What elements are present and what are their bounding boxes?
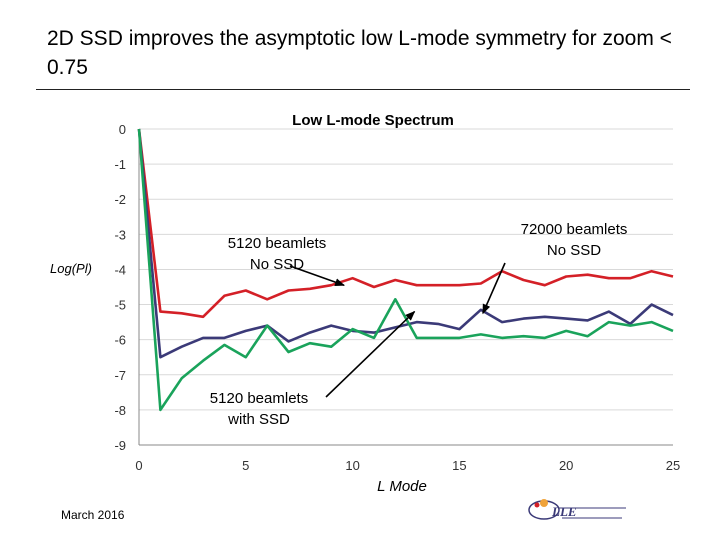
x-axis-label: L Mode [377, 478, 427, 495]
ann-green-label: with SSD [227, 411, 290, 428]
series-line-red [137, 128, 674, 319]
x-tick-label: 5 [242, 458, 249, 473]
y-tick-label: -3 [114, 227, 126, 242]
y-tick-label: -5 [114, 298, 126, 313]
ann-green-arrow [325, 310, 416, 398]
y-tick-label: -4 [114, 262, 126, 277]
ann-red-label: 72000 beamlets [521, 221, 628, 238]
y-tick-label: -8 [114, 403, 126, 418]
title-divider [36, 89, 690, 90]
y-axis-label: Log(Pl) [50, 261, 92, 276]
y-tick-label: -7 [114, 368, 126, 383]
y-tick-label: -2 [114, 192, 126, 207]
x-tick-label: 15 [452, 458, 466, 473]
x-tick-label: 20 [559, 458, 573, 473]
ann-green-label: 5120 beamlets [210, 390, 308, 407]
slide-title: 2D SSD improves the asymptotic low L-mod… [47, 27, 672, 79]
chart-title: Low L-mode Spectrum [292, 112, 454, 129]
y-tick-label: 0 [119, 122, 126, 137]
y-tick-label: -9 [114, 438, 126, 453]
x-tick-label: 25 [666, 458, 680, 473]
lle-logo: LLE [528, 499, 626, 520]
y-tick-label: -1 [114, 157, 126, 172]
ann-navy-label: 5120 beamlets [228, 235, 326, 252]
series-line-navy [137, 128, 674, 359]
ann-navy-arrow [289, 265, 345, 286]
logo-text: LLE [551, 504, 577, 519]
ann-navy-label: No SSD [250, 256, 304, 273]
x-tick-label: 0 [135, 458, 142, 473]
y-tick-label: -6 [114, 333, 126, 348]
ann-red-label: No SSD [547, 242, 601, 259]
x-tick-label: 10 [345, 458, 359, 473]
footer-date: March 2016 [61, 508, 125, 522]
ann-red-arrow [482, 262, 506, 315]
